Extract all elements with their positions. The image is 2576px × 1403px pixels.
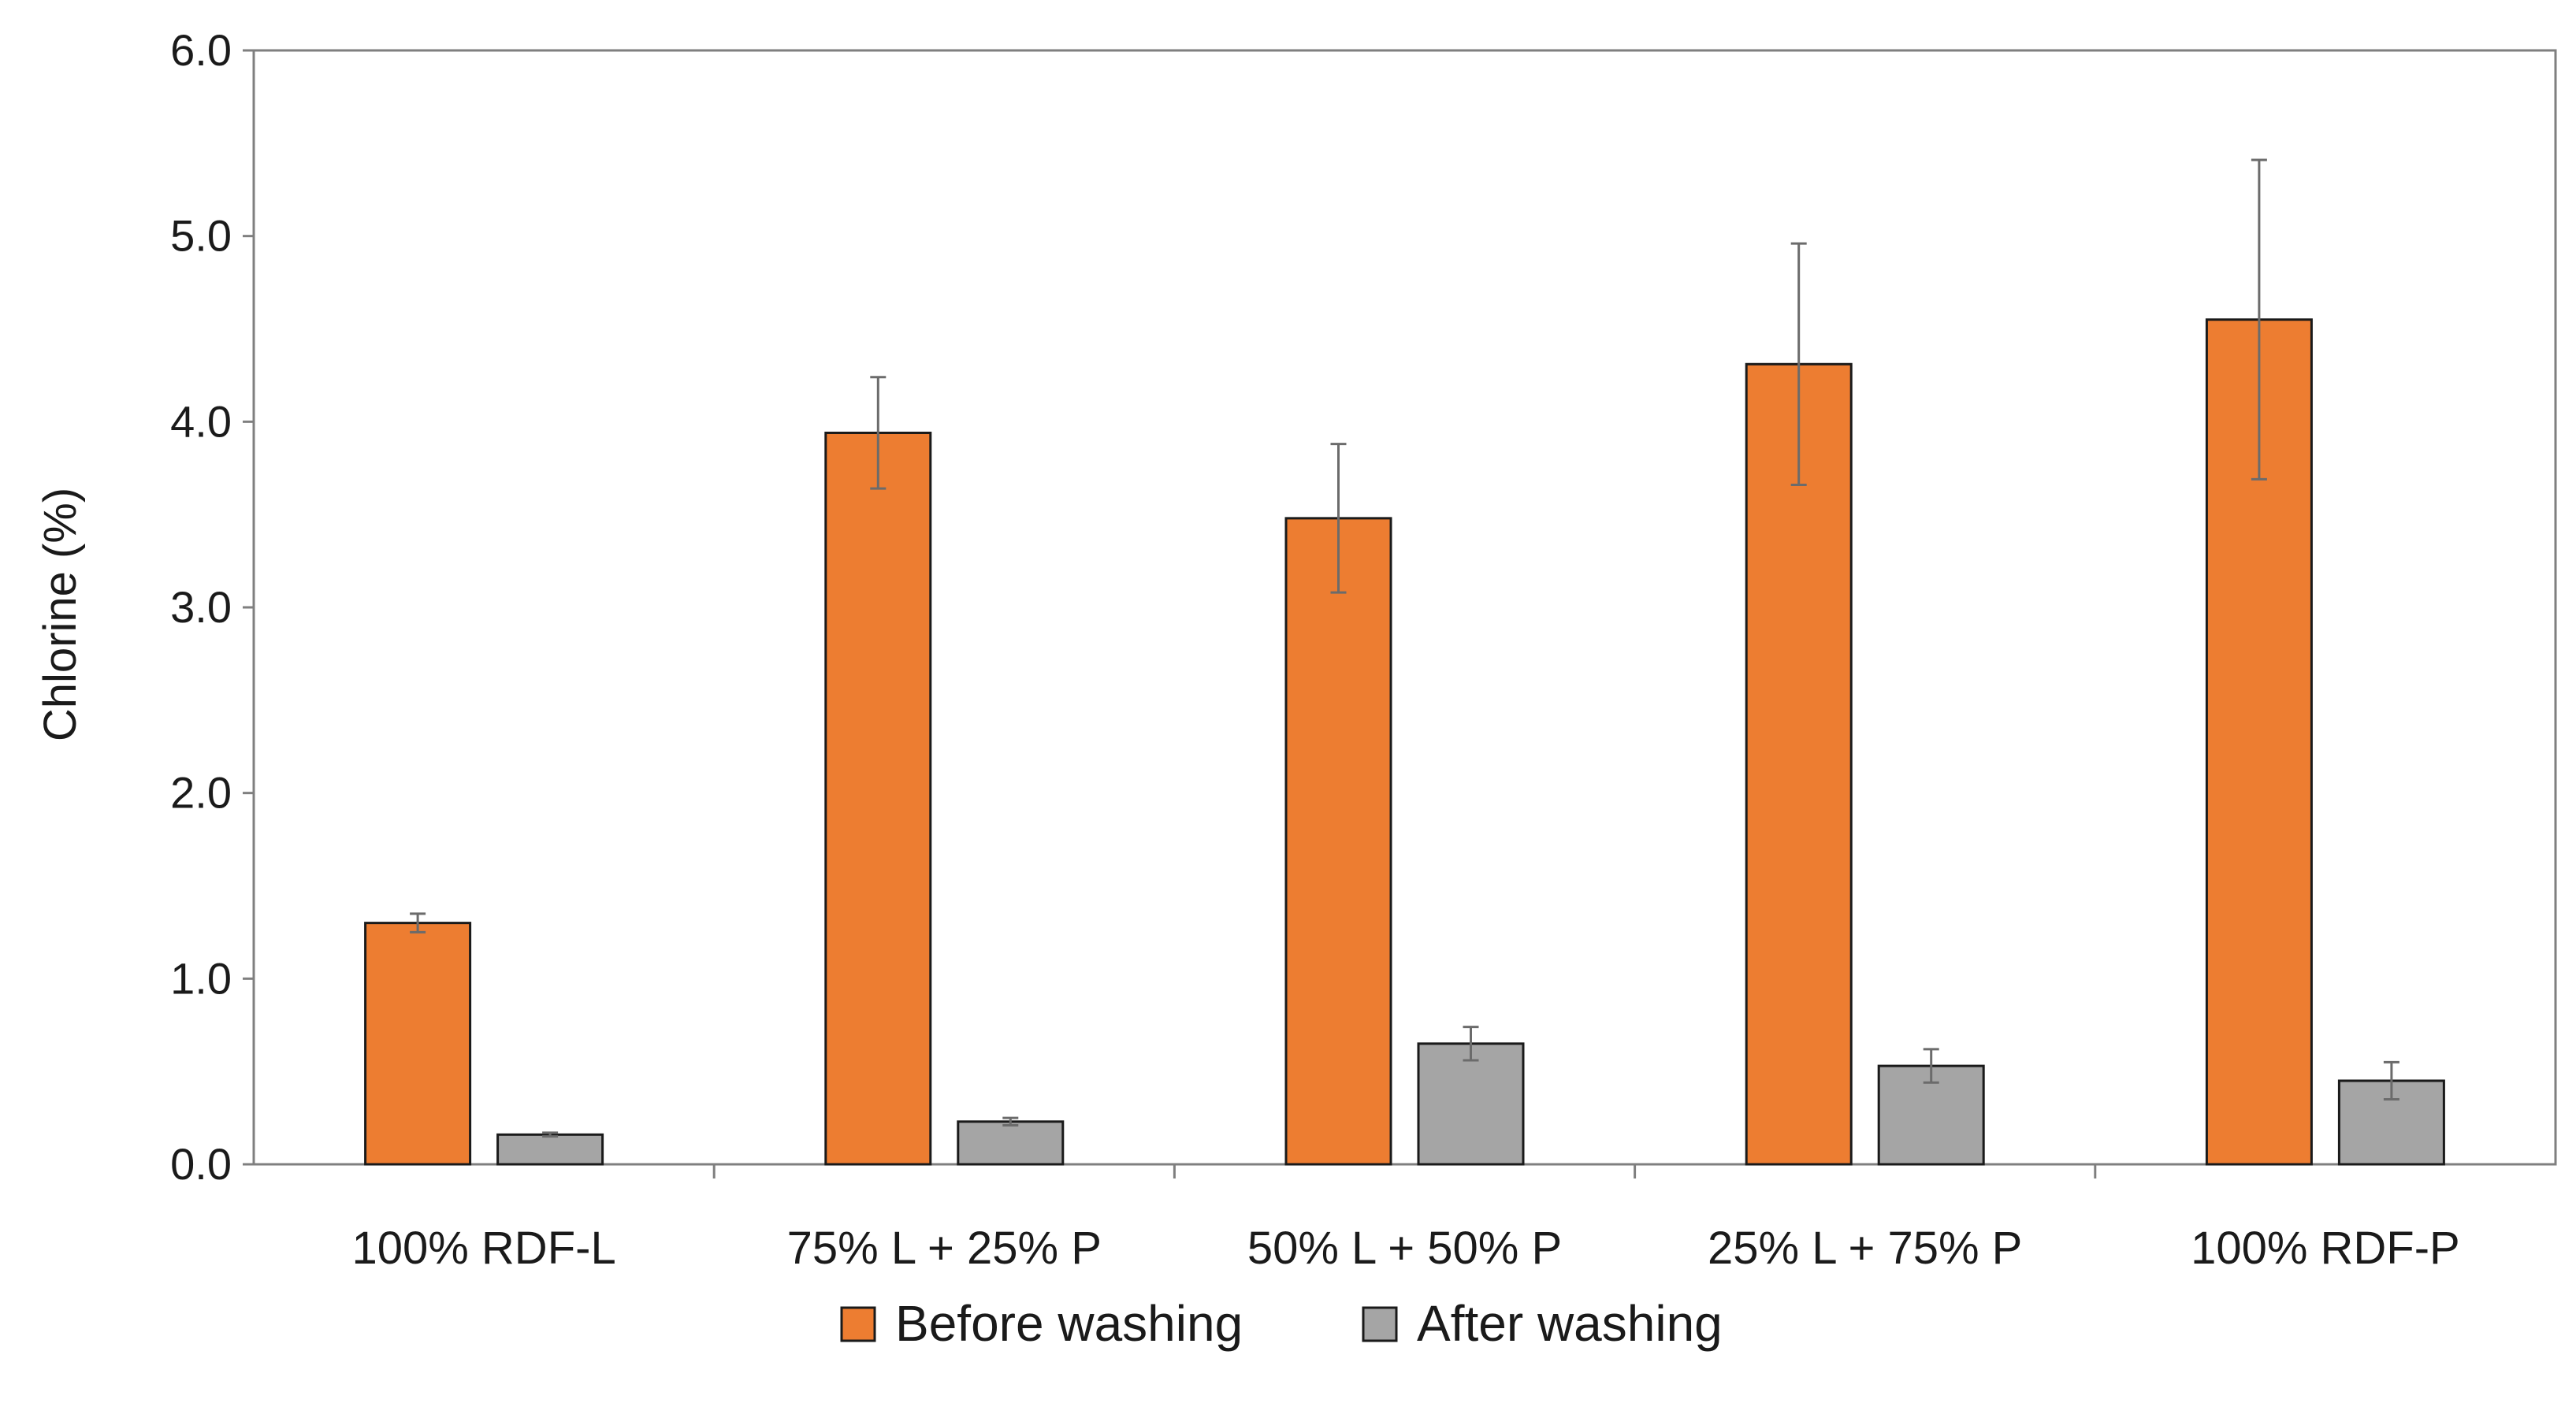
y-tick-label: 3.0	[170, 582, 232, 632]
bar	[957, 1120, 1065, 1166]
y-tick-label: 5.0	[170, 211, 232, 261]
y-tick-label: 2.0	[170, 768, 232, 818]
legend-label: Before washing	[895, 1295, 1243, 1352]
y-tick-label: 6.0	[170, 25, 232, 75]
x-category-label: 75% L + 25% P	[787, 1223, 1102, 1274]
y-tick-label: 1.0	[170, 953, 232, 1003]
legend-label: After washing	[1417, 1295, 1723, 1352]
y-axis-title: Chlorine (%)	[35, 488, 86, 741]
x-category-label: 25% L + 75% P	[1708, 1223, 2022, 1274]
legend-swatch	[1362, 1306, 1398, 1342]
x-category-label: 100% RDF-P	[2191, 1223, 2460, 1274]
bar	[364, 922, 472, 1166]
bar	[824, 431, 932, 1166]
legend-swatch	[840, 1306, 876, 1342]
bar	[1745, 362, 1853, 1166]
bar	[1284, 517, 1392, 1166]
x-category-label: 50% L + 50% P	[1247, 1223, 1562, 1274]
y-tick-label: 0.0	[170, 1139, 232, 1189]
bar	[496, 1133, 604, 1166]
bar	[1417, 1042, 1525, 1166]
x-category-label: 100% RDF-L	[351, 1223, 615, 1274]
y-tick-label: 4.0	[170, 396, 232, 446]
